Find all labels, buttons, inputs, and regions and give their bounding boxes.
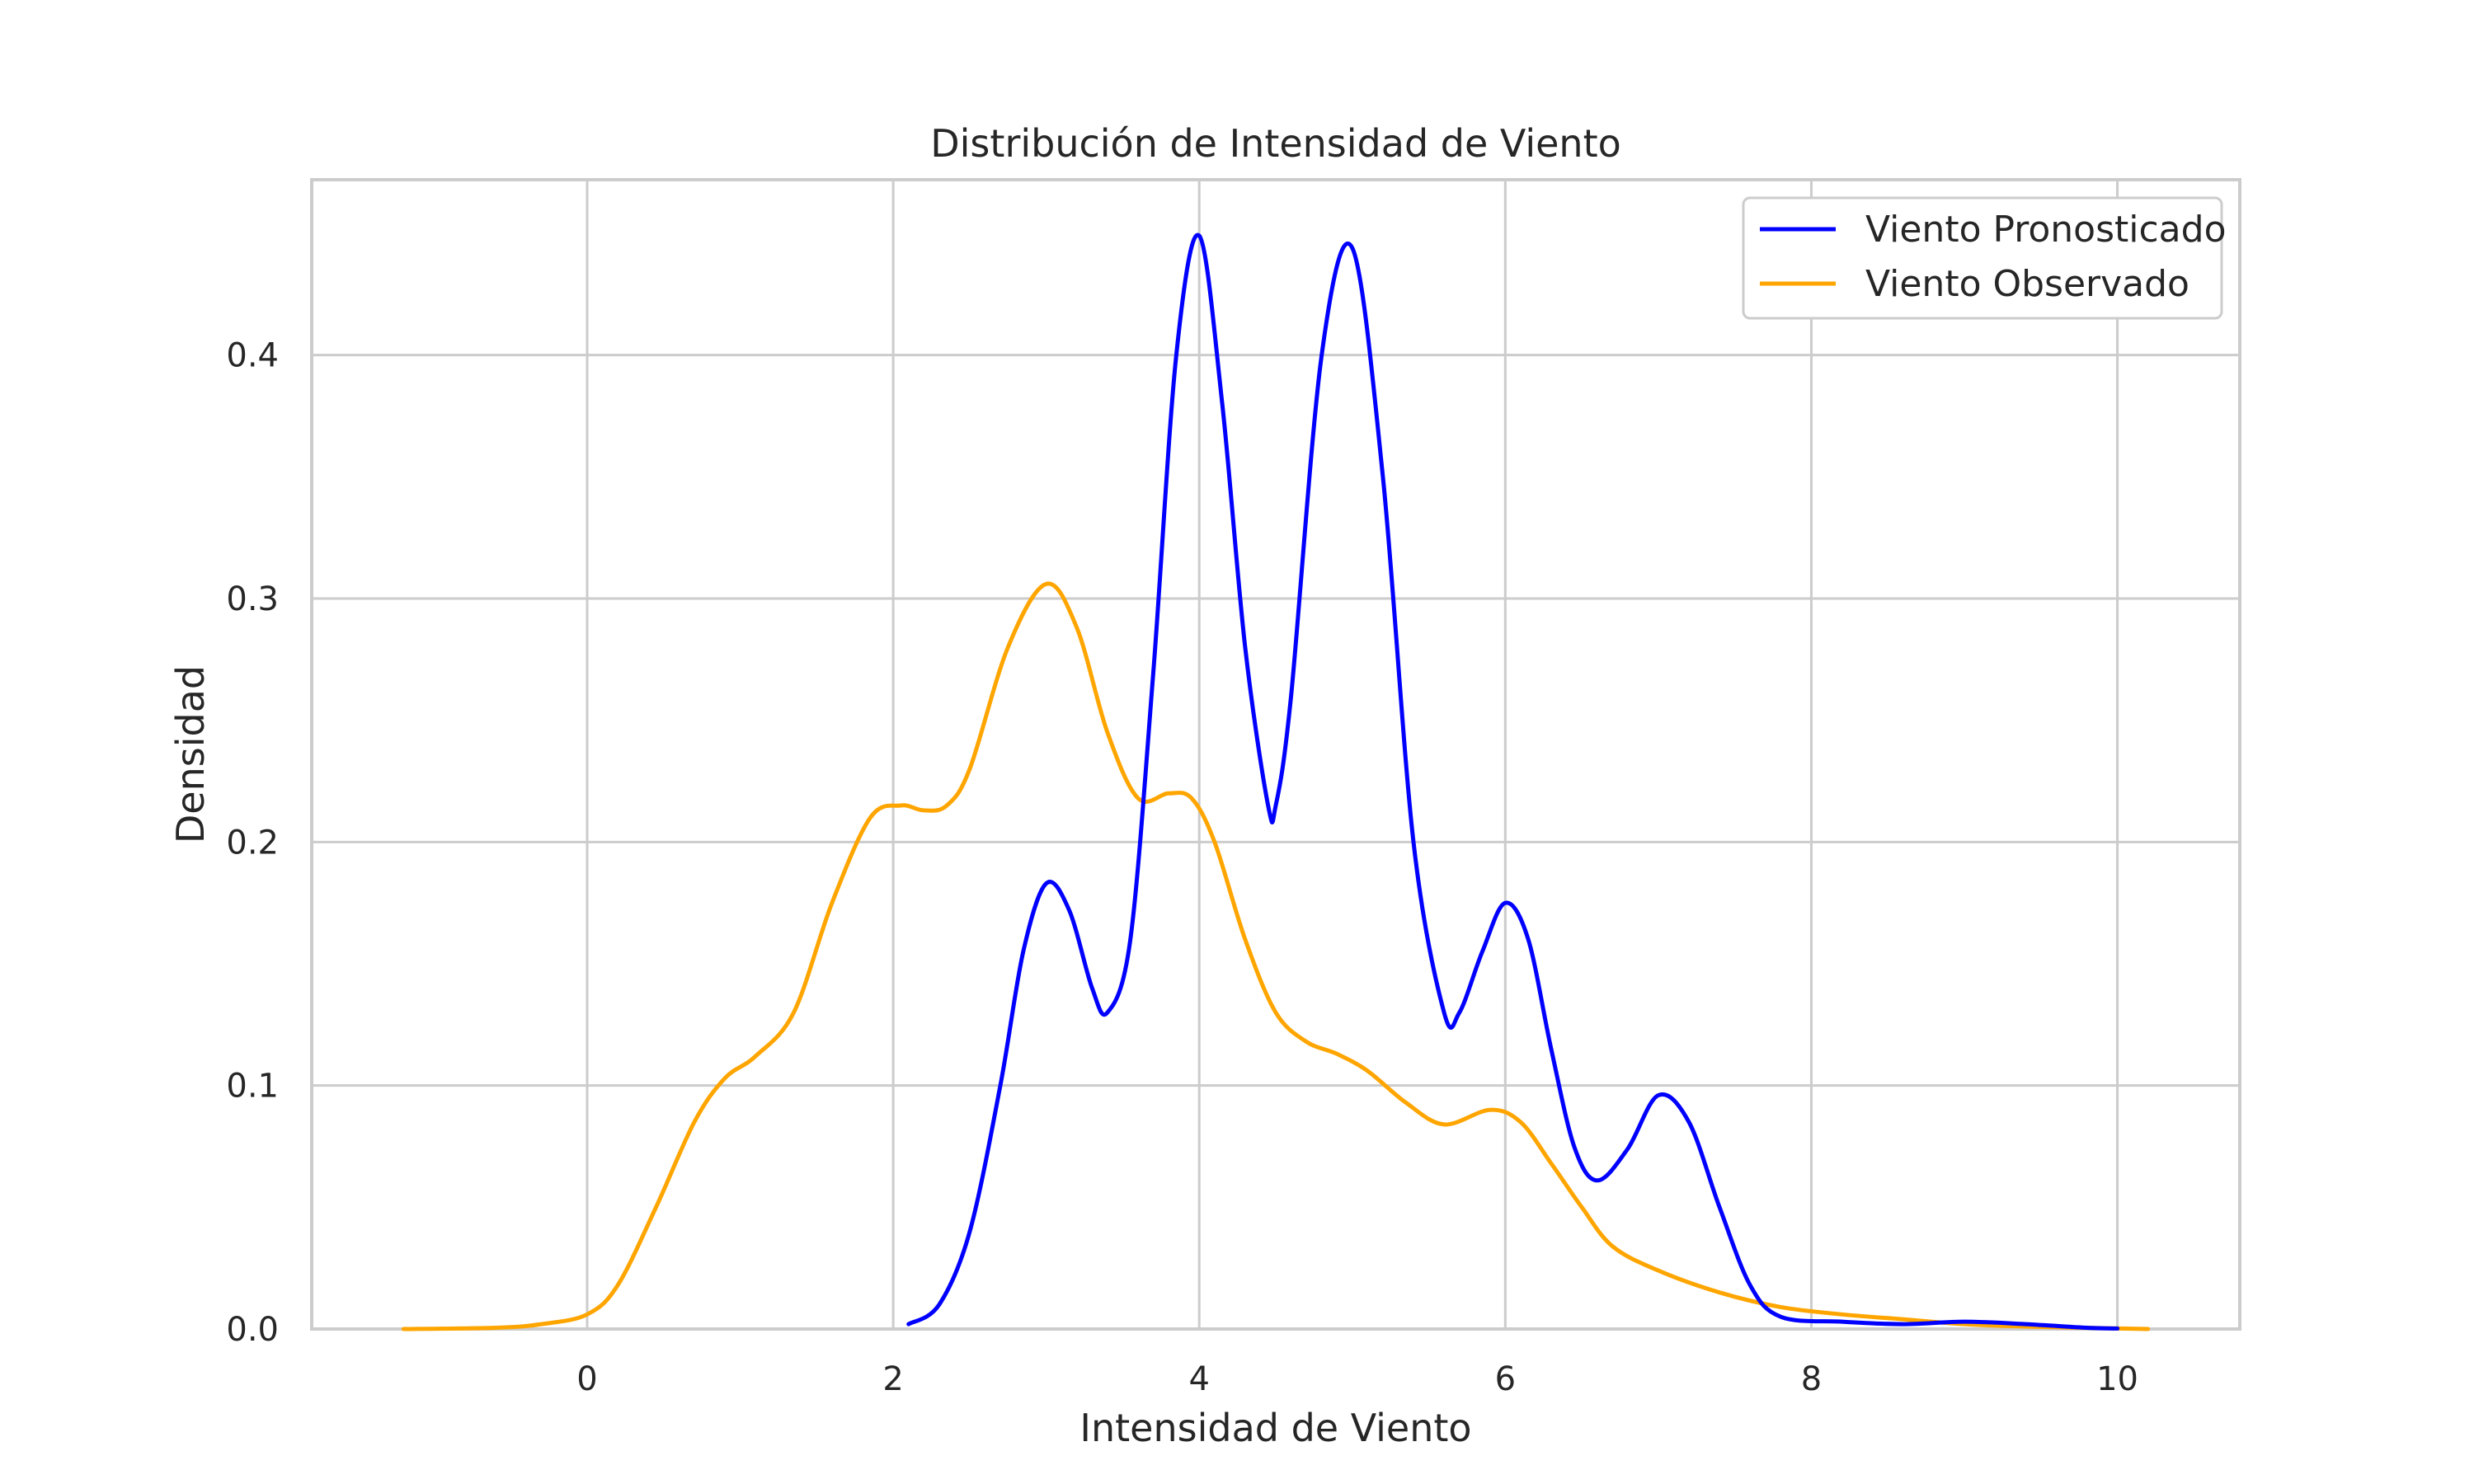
series-line-pronosticado: [906, 232, 2120, 1331]
plot-area-frame: [310, 178, 2241, 1331]
x-tick-label: 10: [2096, 1360, 2138, 1398]
x-axis-label: Intensidad de Viento: [1079, 1406, 1471, 1450]
x-axis-ticks: 0 2 4 6 8 10: [576, 1360, 2138, 1398]
legend-label-pronosticado: Viento Pronosticado: [1865, 209, 2227, 251]
x-tick-label: 0: [576, 1360, 597, 1398]
y-axis-label: Densidad: [168, 665, 213, 843]
series-line-observado: [401, 581, 2151, 1331]
x-tick-label: 4: [1188, 1360, 1209, 1398]
legend-label-observado: Viento Observado: [1865, 263, 2189, 305]
x-tick-label: 8: [1801, 1360, 1822, 1398]
x-tick-label: 6: [1495, 1360, 1516, 1398]
y-tick-label: 0.3: [226, 580, 279, 618]
y-tick-label: 0.1: [226, 1068, 279, 1106]
y-tick-label: 0.4: [226, 337, 279, 375]
chart-title: Distribución de Intensidad de Viento: [930, 121, 1621, 166]
x-tick-label: 2: [882, 1360, 903, 1398]
series-layer: [401, 232, 2151, 1331]
legend: Viento Pronosticado Viento Observado: [1742, 196, 2227, 320]
y-axis-ticks: 0.0 0.1 0.2 0.3 0.4: [226, 337, 279, 1349]
legend-box: [1742, 196, 2223, 320]
y-tick-label: 0.2: [226, 824, 279, 862]
y-tick-label: 0.0: [226, 1311, 279, 1349]
